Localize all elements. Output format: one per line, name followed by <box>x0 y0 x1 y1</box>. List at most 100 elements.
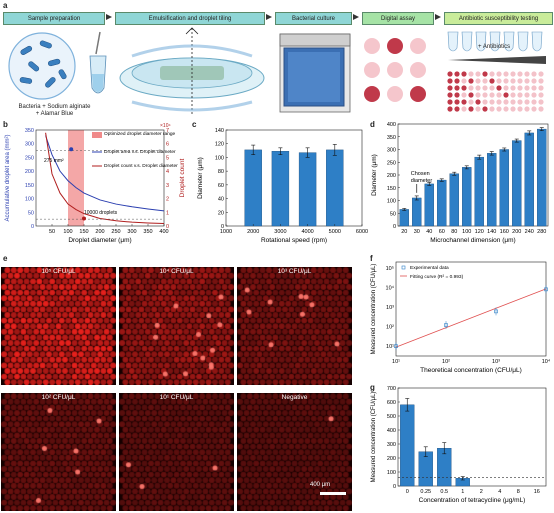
ast-droplet <box>524 85 530 91</box>
y2-tick-label: 1 <box>166 210 169 216</box>
y-tick-label: 40 <box>218 197 224 203</box>
stage-arrow <box>106 14 112 20</box>
y-tick-label: 150 <box>25 183 34 189</box>
x-tick-label: 1 <box>461 489 464 495</box>
panel-a-caption: Bacteria + Sodium alginate + Alamar Blue <box>2 104 107 118</box>
ast-droplet <box>524 78 530 84</box>
x-tick-label: 2 <box>480 489 483 495</box>
ast-droplet <box>524 71 530 77</box>
y-tick-label: 300 <box>387 148 396 154</box>
ast-droplet <box>461 106 467 112</box>
y2-tick-label: 4 <box>166 169 169 175</box>
plot-frame <box>395 261 547 357</box>
x-tick-label: 200 <box>512 229 521 235</box>
x-tick-label: 10² <box>442 359 450 365</box>
ast-droplet-array <box>447 71 544 112</box>
x-tick-label: 100 <box>462 229 471 235</box>
ast-droplet <box>461 92 467 98</box>
legend-label: Experimental data <box>410 265 449 271</box>
annotation: 10000 droplets <box>84 210 118 216</box>
tile-label: 10¹ CFU/μL <box>159 394 194 401</box>
scale-bar-label: 400 μm <box>310 482 331 488</box>
x-tick-label: 120 <box>475 229 484 235</box>
ast-droplet <box>538 92 544 98</box>
bar <box>499 149 509 227</box>
y-tick-label: 200 <box>25 169 34 175</box>
ast-droplet <box>531 92 537 98</box>
bar <box>326 149 344 227</box>
ast-droplet <box>489 85 495 91</box>
stage-emulsification: Emulsification and droplet tiling <box>115 12 265 25</box>
panel-label-f: f <box>370 254 373 263</box>
y-tick-label: 100 <box>387 470 396 476</box>
panel-label-g: g <box>370 383 375 392</box>
ast-droplet <box>475 99 481 105</box>
ast-droplet <box>538 106 544 112</box>
ast-droplet <box>489 106 495 112</box>
droplet-grid <box>364 38 426 102</box>
ast-droplet <box>468 106 474 112</box>
bar <box>400 404 415 487</box>
microscopy-tile: Negative <box>237 393 352 511</box>
bar <box>412 197 422 227</box>
legend-marker <box>401 265 406 270</box>
caption-line: Bacteria + Sodium alginate <box>18 104 91 110</box>
ast-droplet <box>461 99 467 105</box>
tile-canvas <box>237 267 352 385</box>
bar <box>437 179 447 227</box>
y2-tick-label: 5 <box>166 155 169 161</box>
y-tick-label: 0 <box>31 224 34 230</box>
tile-label: 10³ CFU/μL <box>277 268 312 275</box>
ast-droplet <box>475 106 481 112</box>
ast-droplet <box>503 99 509 105</box>
y-tick-label: 10⁴ <box>386 284 395 291</box>
ast-droplet <box>447 85 453 91</box>
ast-droplet <box>524 99 530 105</box>
ast-droplet <box>496 85 502 91</box>
ast-droplet <box>447 106 453 112</box>
chart-f: 10¹ 10² 10³ 10⁴ 10¹ 10² 10³ 10⁴ 10⁵ Experimental … <box>371 261 551 374</box>
ast-droplet <box>461 78 467 84</box>
y-tick-label: 80 <box>218 169 224 175</box>
stage-digital-assay: Digital assay <box>362 12 434 25</box>
ast-droplet <box>454 71 460 77</box>
pipette-tip <box>95 31 101 55</box>
chart-g: 0 100 200 300 400 500 600 700 0 0.25 0.5 1 2 4 8 16 Conc… <box>371 386 547 504</box>
microscopy-tile: 10¹ CFU/μL <box>119 393 234 511</box>
tile-label: 10² CFU/μL <box>41 394 76 401</box>
ast-droplet <box>482 106 488 112</box>
panel-label-b: b <box>3 120 8 129</box>
y2-exponent: ×10⁴ <box>160 123 171 129</box>
y2-axis-label: Droplet count <box>179 158 186 197</box>
legend-label: Optimized droplet diameter range <box>104 131 176 137</box>
x-tick-label: 250 <box>111 229 120 235</box>
stage-arrow <box>435 14 441 20</box>
chart-c: 0 20 40 60 80 100 120 140 1000 2000 3000 4000 5000 60… <box>197 128 368 244</box>
y-axis-label: Diameter (μm) <box>371 154 378 196</box>
scale-bar <box>320 492 346 495</box>
ast-droplet <box>510 85 516 91</box>
ast-droplet <box>468 78 474 84</box>
y-tick-label: 0 <box>393 224 396 230</box>
plot-frame <box>397 387 547 487</box>
plot-frame <box>225 129 363 227</box>
ast-droplet <box>496 71 502 77</box>
bacteria-icon <box>19 40 67 88</box>
antibiotic-gradient-wedge <box>448 56 546 64</box>
ast-droplet <box>510 99 516 105</box>
series-line <box>45 132 165 225</box>
tile-canvas <box>119 393 234 511</box>
tile-canvas <box>237 393 352 511</box>
x-tick-label: 140 <box>487 229 496 235</box>
y-tick-label: 250 <box>25 155 34 161</box>
y-tick-label: 140 <box>215 128 224 134</box>
x-tick-label: 280 <box>537 229 546 235</box>
y-tick-label: 150 <box>387 186 396 192</box>
y2-tick-label: 2 <box>166 197 169 203</box>
ast-droplet <box>468 85 474 91</box>
y-tick-label: 350 <box>25 128 34 134</box>
ast-droplet <box>461 85 467 91</box>
bar <box>399 209 409 227</box>
annotation: 275 mm² <box>44 158 64 164</box>
y-tick-label: 20 <box>218 210 224 216</box>
